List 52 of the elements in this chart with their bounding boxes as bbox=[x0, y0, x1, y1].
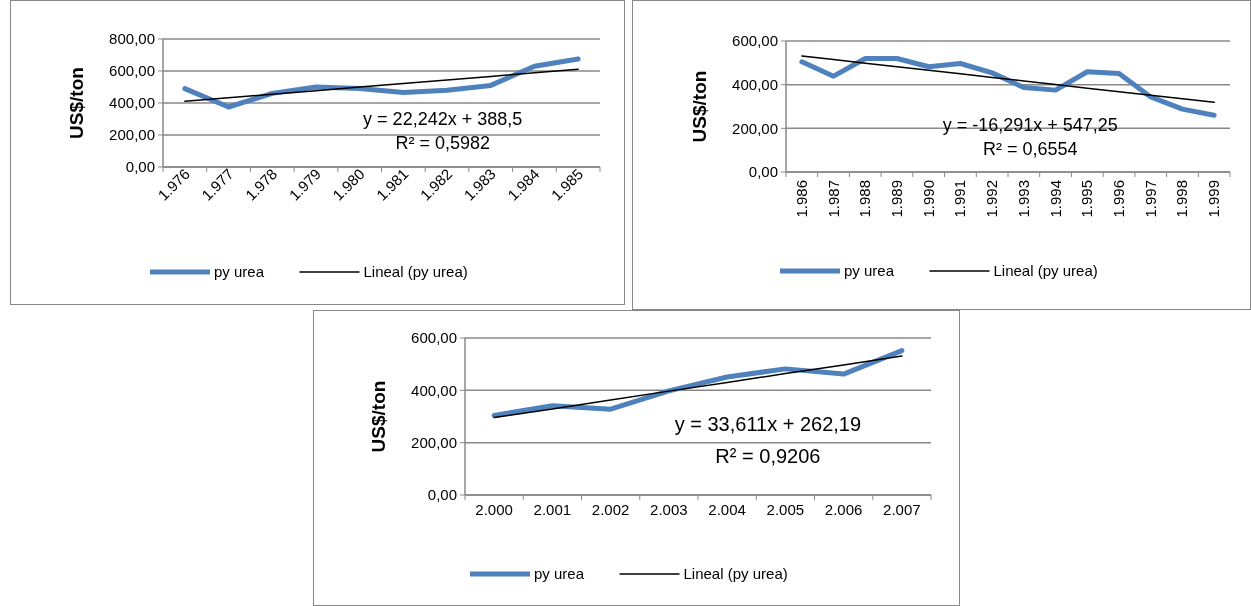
x-tick-label: 1.999 bbox=[1205, 180, 1223, 218]
y-tick-label: 400,00 bbox=[109, 94, 155, 112]
annotation: R² = 0,6554 bbox=[982, 139, 1078, 160]
legend-label: Lineal (py urea) bbox=[683, 565, 788, 583]
x-tick-label: 1.991 bbox=[951, 180, 969, 218]
x-tick-label: 1.989 bbox=[888, 180, 905, 218]
legend-label: py urea bbox=[844, 262, 895, 280]
x-tick-label: 2.003 bbox=[650, 501, 688, 518]
x-tick-label: 1.988 bbox=[856, 180, 874, 218]
legend-label: Lineal (py urea) bbox=[363, 263, 468, 281]
x-tick-label: 2.001 bbox=[533, 501, 572, 518]
x-tick-label: 2.007 bbox=[883, 501, 921, 518]
x-tick-label: 1.986 bbox=[792, 180, 810, 218]
x-tick-label: 1.987 bbox=[824, 180, 842, 218]
y-axis-title: US$/ton bbox=[689, 70, 710, 143]
annotation: y = 22,242x + 388,5 bbox=[363, 108, 523, 129]
legend-label: py urea bbox=[214, 263, 265, 281]
annotation: R² = 0,9206 bbox=[715, 445, 821, 468]
x-tick-label: 1.992 bbox=[983, 180, 1001, 218]
y-tick-label: 200,00 bbox=[109, 126, 155, 144]
x-tick-label: 1.996 bbox=[1110, 180, 1127, 218]
x-tick-label: 1.990 bbox=[919, 180, 937, 218]
line-series bbox=[184, 68, 579, 102]
annotation: y = -16,291x + 547,25 bbox=[942, 115, 1118, 136]
x-tick-label: 2.000 bbox=[475, 501, 513, 518]
y-tick-label: 0,00 bbox=[748, 163, 778, 181]
x-tick-label: 2.005 bbox=[766, 501, 805, 518]
y-axis-title: US$/ton bbox=[368, 380, 389, 453]
x-tick-label: 1.997 bbox=[1141, 180, 1159, 218]
x-tick-label: 2.004 bbox=[708, 501, 746, 518]
y-tick-label: 400,00 bbox=[411, 381, 457, 399]
y-tick-label: 0,00 bbox=[125, 158, 155, 176]
x-tick-label: 1.998 bbox=[1173, 180, 1191, 218]
y-tick-label: 200,00 bbox=[732, 119, 778, 137]
legend-label: py urea bbox=[534, 565, 585, 583]
annotation: y = 33,611x + 262,19 bbox=[674, 413, 862, 436]
y-tick-label: 200,00 bbox=[411, 433, 457, 451]
y-tick-label: 600,00 bbox=[732, 32, 778, 50]
y-tick-label: 800,00 bbox=[109, 30, 155, 48]
x-tick-label: 1.994 bbox=[1046, 180, 1064, 218]
x-tick-label: 1.993 bbox=[1014, 180, 1032, 218]
y-tick-label: 600,00 bbox=[109, 62, 155, 80]
legend-label: Lineal (py urea) bbox=[993, 262, 1098, 280]
x-tick-label: 1.995 bbox=[1078, 180, 1096, 218]
y-tick-label: 0,00 bbox=[427, 486, 457, 504]
y-tick-label: 400,00 bbox=[732, 75, 778, 93]
x-tick-label: 2.006 bbox=[824, 501, 863, 518]
annotation: R² = 0,5982 bbox=[395, 132, 490, 153]
y-axis-title: US$/ton bbox=[66, 67, 87, 139]
line-series bbox=[801, 55, 1215, 104]
x-tick-label: 2.002 bbox=[591, 501, 630, 518]
y-tick-label: 600,00 bbox=[411, 329, 457, 347]
